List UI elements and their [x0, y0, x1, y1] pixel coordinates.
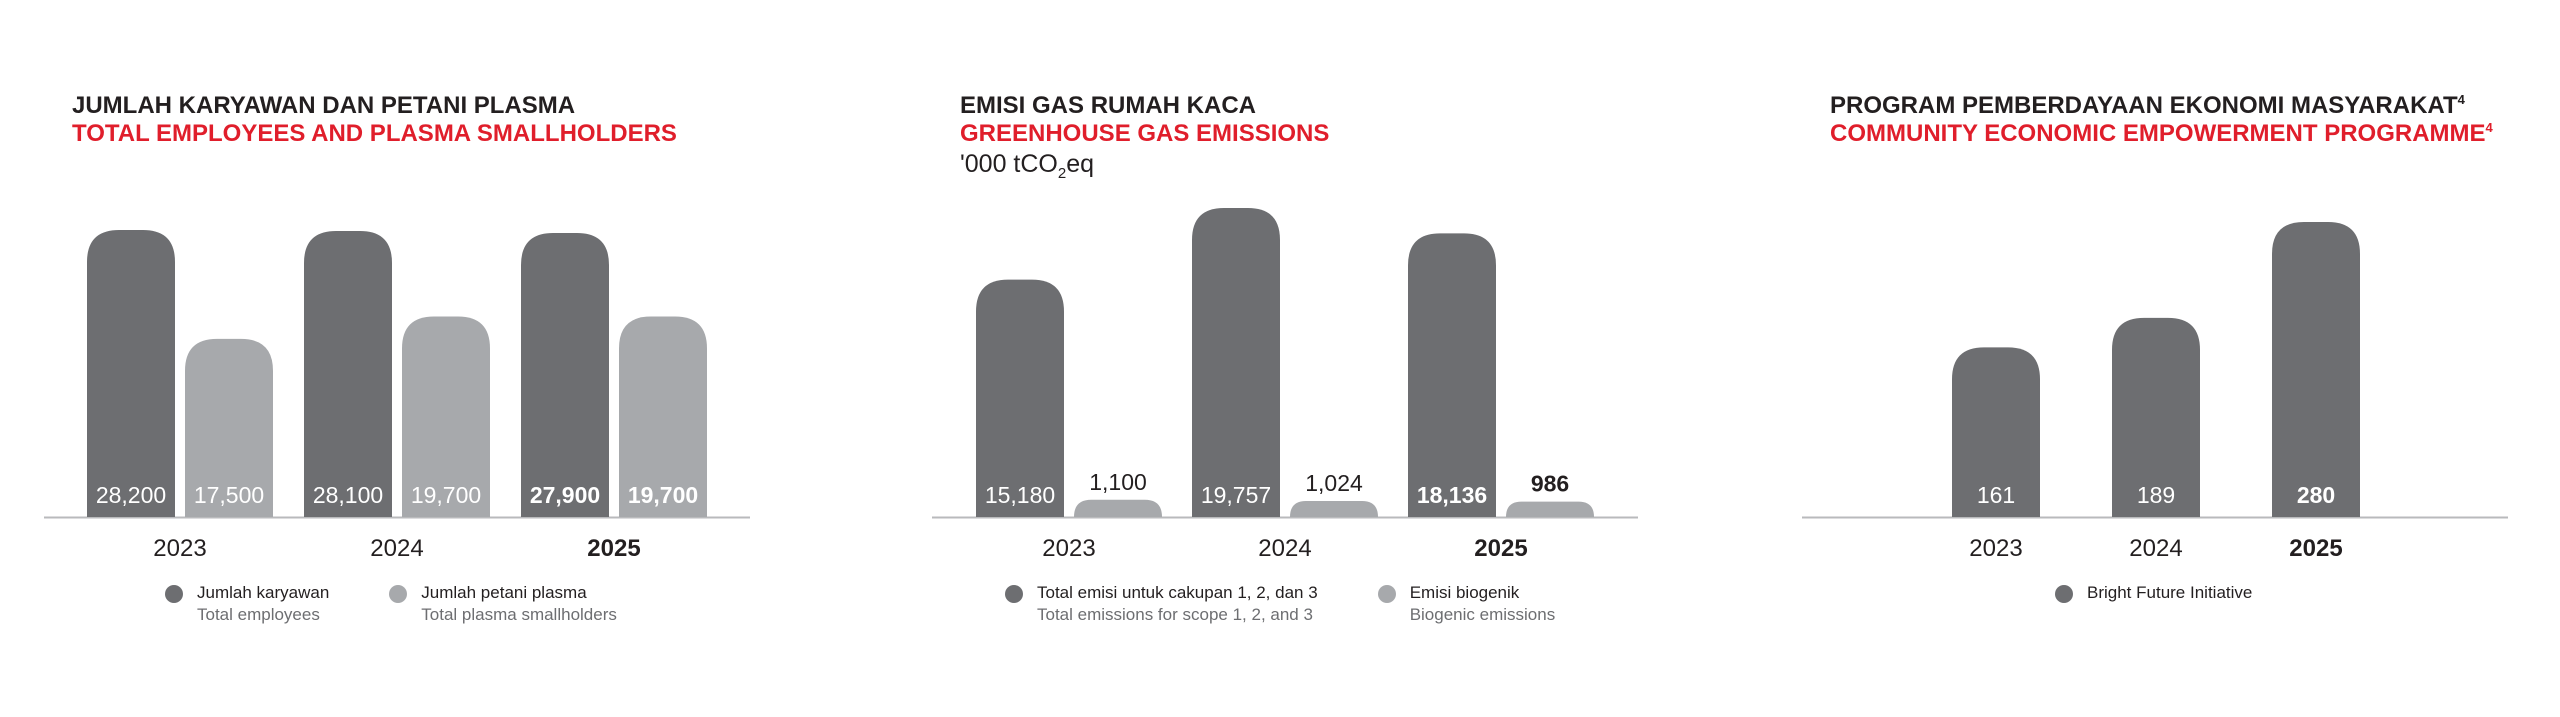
legend-label-en: Total emissions for scope 1, 2, and 3 — [1037, 605, 1313, 624]
data-label: 1,024 — [1305, 470, 1363, 496]
data-label: 27,900 — [530, 482, 600, 508]
legend-swatch — [2055, 585, 2073, 603]
data-label: 19,700 — [411, 482, 481, 508]
x-tick-label: 2025 — [1474, 535, 1527, 562]
legend-item-biogenic: Emisi biogenik Biogenic emissions — [1377, 582, 1556, 626]
bar — [1192, 208, 1280, 517]
bar — [1074, 499, 1162, 517]
legend-label-en: Total plasma smallholders — [421, 605, 617, 624]
data-label: 189 — [2137, 482, 2175, 508]
legend-item-smallholders: Jumlah petani plasma Total plasma smallh… — [389, 582, 617, 626]
bar — [1952, 347, 2040, 517]
data-label: 1,100 — [1089, 469, 1147, 495]
data-label: 986 — [1531, 471, 1569, 497]
legend-swatch — [165, 585, 183, 603]
legend-label-en: Biogenic emissions — [1409, 605, 1556, 624]
chart-title-id: JUMLAH KARYAWAN DAN PETANI PLASMA — [72, 92, 576, 119]
bar — [1408, 233, 1496, 517]
bar — [402, 316, 490, 517]
chart-title-id: PROGRAM PEMBERDAYAAN EKONOMI MASYARAKAT4 — [1830, 92, 2465, 120]
chart-title-en: GREENHOUSE GAS EMISSIONS — [960, 120, 1330, 147]
unit-suffix: eq — [1066, 150, 1095, 178]
data-label: 161 — [1977, 482, 2015, 508]
legend: Bright Future Initiative — [2055, 582, 2252, 604]
legend: Jumlah karyawan Total employees Jumlah p… — [165, 582, 617, 626]
bar — [521, 233, 609, 517]
data-label: 28,100 — [313, 482, 383, 508]
x-tick-label: 2025 — [2289, 535, 2342, 562]
legend-label: Bright Future Initiative — [2087, 583, 2253, 602]
bar — [619, 316, 707, 517]
panel-community: PROGRAM PEMBERDAYAAN EKONOMI MASYARAKAT4… — [1740, 0, 2560, 717]
data-label: 17,500 — [194, 482, 264, 508]
data-label: 18,136 — [1417, 482, 1487, 508]
bar — [185, 338, 273, 517]
x-tick-label: 2025 — [587, 535, 640, 562]
legend-label: Jumlah karyawan — [197, 583, 330, 602]
data-label: 19,757 — [1201, 482, 1271, 508]
x-tick-label: 2023 — [1042, 535, 1095, 562]
panel-emissions: EMISI GAS RUMAH KACA GREENHOUSE GAS EMIS… — [870, 0, 1720, 717]
data-label: 15,180 — [985, 482, 1055, 508]
bar — [1290, 500, 1378, 517]
unit-subscript: 2 — [1057, 165, 1067, 182]
data-label: 280 — [2297, 482, 2335, 508]
title-text: COMMUNITY ECONOMIC EMPOWERMENT PROGRAMME — [1830, 120, 2486, 147]
x-tick-label: 2023 — [153, 535, 206, 562]
legend-swatch — [1005, 585, 1023, 603]
chart-employees: 28,200 17,500 2023 28,100 19,700 2024 27,900 19… — [44, 230, 750, 562]
x-tick-label: 2024 — [2129, 535, 2182, 562]
bar — [304, 231, 392, 517]
legend: Total emisi untuk cakupan 1, 2, dan 3 To… — [1005, 582, 1555, 626]
footnote-marker: 4 — [2485, 120, 2493, 135]
legend-label: Jumlah petani plasma — [421, 583, 587, 602]
chart-title-en: TOTAL EMPLOYEES AND PLASMA SMALLHOLDERS — [72, 120, 677, 147]
legend-item-employees: Jumlah karyawan Total employees — [165, 582, 329, 626]
legend-swatch — [1377, 585, 1396, 603]
legend-item-bright-future: Bright Future Initiative — [2055, 582, 2252, 604]
chart-title-en: COMMUNITY ECONOMIC EMPOWERMENT PROGRAMME… — [1830, 120, 2493, 148]
chart-community: 161 2023 189 2024 280 2025 — [1802, 222, 2508, 562]
bar — [1506, 501, 1594, 517]
bar — [87, 230, 175, 517]
x-tick-label: 2023 — [1969, 535, 2022, 562]
title-text: PROGRAM PEMBERDAYAAN EKONOMI MASYARAKAT — [1830, 92, 2458, 119]
data-label: 19,700 — [628, 482, 698, 508]
x-tick-label: 2024 — [1258, 535, 1311, 562]
legend-label-en: Total employees — [197, 605, 320, 624]
bar — [976, 279, 1064, 517]
footnote-marker: 4 — [2457, 92, 2465, 107]
chart-emissions: 15,180 1,100 2023 19,757 1,024 2024 18,136 986 2… — [932, 208, 1638, 562]
chart-title-id: EMISI GAS RUMAH KACA — [960, 92, 1257, 119]
legend-item-total-emissions: Total emisi untuk cakupan 1, 2, dan 3 To… — [1005, 582, 1318, 626]
bar — [2272, 222, 2360, 517]
data-label: 28,200 — [96, 482, 166, 508]
x-tick-label: 2024 — [370, 535, 423, 562]
unit-prefix: '000 tCO — [960, 150, 1058, 178]
unit-label: '000 tCO2eq — [960, 150, 1094, 182]
legend-swatch — [389, 585, 408, 603]
legend-label: Total emisi untuk cakupan 1, 2, dan 3 — [1037, 583, 1318, 602]
panel-employees: JUMLAH KARYAWAN DAN PETANI PLASMA TOTAL … — [0, 0, 850, 717]
bar — [2112, 317, 2200, 517]
legend-label: Emisi biogenik — [1409, 583, 1520, 602]
